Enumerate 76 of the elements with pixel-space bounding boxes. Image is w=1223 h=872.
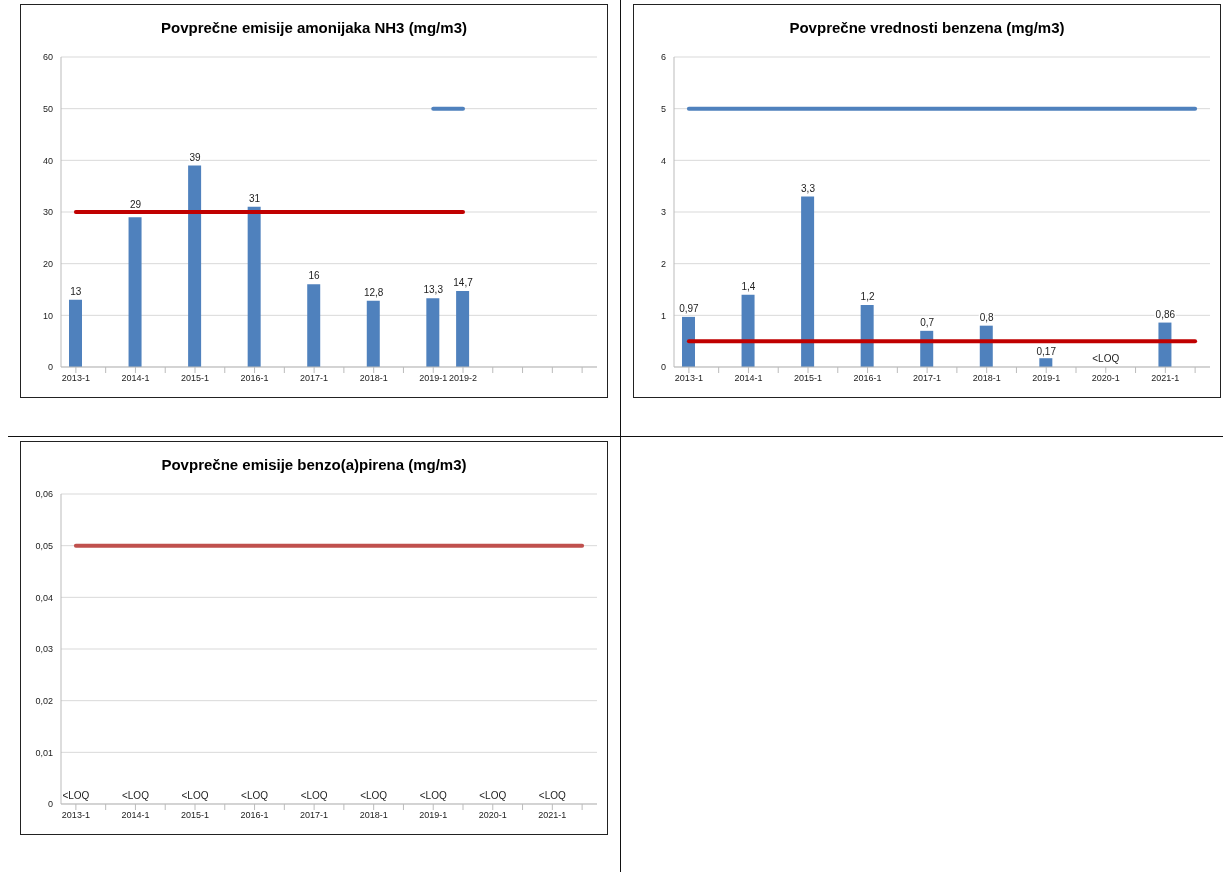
x-tick-label: 2016-1 [240,373,269,384]
x-tick-label: 2013-1 [61,810,90,821]
x-tick-label: 2019-1 [419,373,448,384]
y-tick-label: 5 [660,103,666,114]
y-tick-label: 1 [660,310,666,321]
y-tick-label: 0,03 [35,644,53,655]
data-label: 0,17 [1036,346,1057,358]
x-tick-label: 2016-1 [853,373,882,384]
y-tick-label: 0,06 [35,489,53,500]
data-label: 13 [70,285,82,297]
text: <LOQ [181,790,209,801]
data-label: 12,8 [363,286,384,298]
chart-title: Povprečne emisije amonijaka NH3 (mg/m3) [160,19,468,38]
y-tick-label: 10 [42,310,53,321]
data-label: 16 [308,270,321,282]
x-tick-label: 2018-1 [359,810,388,821]
x-tick-label: 2021-1 [538,810,567,821]
x-tick-label: 2018-1 [359,373,388,384]
x-tick-label: 2016-1 [240,810,269,821]
text: <LOQ [62,790,90,801]
chart-title: Povprečne emisije benzo(a)pirena (mg/m3) [160,456,468,475]
y-tick-label: 0,05 [35,540,53,551]
x-tick-label: 2014-1 [734,373,763,384]
x-tick-label: 2013-1 [61,373,90,384]
y-tick-label: 20 [42,258,53,269]
text: <LOQ [1092,353,1120,364]
y-tick-label: 0 [47,799,53,810]
x-tick-label: 2019-2 [448,373,478,384]
x-tick-label: 2018-1 [972,373,1001,384]
data-label: 0,86 [1155,308,1176,320]
data-label: 1,2 [860,291,875,302]
y-tick-label: 2 [660,258,666,269]
y-tick-label: 0 [47,362,53,373]
y-tick-label: 3 [660,207,666,218]
text: <LOQ [479,790,507,801]
data-label: 31 [248,192,261,204]
y-tick-label: 0,01 [35,747,53,758]
text: <LOQ [538,790,566,801]
data-label: 0,7 [920,316,935,328]
chart-title: Povprečne vrednosti benzena (mg/m3) [788,19,1066,38]
y-tick-label: 6 [660,52,666,63]
x-tick-label: 2020-1 [478,810,507,821]
x-tick-label: 2019-1 [419,810,448,821]
data-label: 14,7 [453,277,474,289]
x-tick-label: 2014-1 [121,373,150,384]
data-label: 13,3 [423,284,444,296]
x-tick-label: 2013-1 [674,373,703,384]
y-tick-label: 30 [42,207,53,218]
x-tick-label: 2017-1 [300,810,329,821]
data-label: 0,8 [979,311,995,323]
x-tick-label: 2015-1 [180,810,210,821]
data-label: 1,4 [741,280,756,292]
y-tick-label: 0,02 [35,695,53,706]
text: <LOQ [241,790,269,801]
text: <LOQ [300,790,328,801]
data-label: 0,97 [679,302,700,314]
y-tick-label: 50 [42,103,53,114]
text: <LOQ [360,790,388,801]
data-label: 29 [129,199,142,210]
data-label: 3,3 [801,182,816,194]
y-tick-label: 60 [42,52,53,63]
data-label: 39 [189,151,201,163]
x-tick-label: 2021-1 [1151,373,1180,384]
y-tick-label: 0 [660,362,666,373]
x-tick-label: 2019-1 [1032,373,1061,384]
x-tick-label: 2017-1 [300,373,329,384]
x-tick-label: 2015-1 [180,373,210,384]
x-tick-label: 2020-1 [1091,373,1120,384]
text: <LOQ [121,790,149,801]
y-tick-label: 40 [42,155,53,166]
y-tick-label: 4 [660,155,666,166]
x-tick-label: 2017-1 [913,373,942,384]
x-tick-label: 2014-1 [121,810,150,821]
text: <LOQ [419,790,447,801]
y-tick-label: 0,04 [35,592,53,603]
x-tick-label: 2015-1 [793,373,823,384]
